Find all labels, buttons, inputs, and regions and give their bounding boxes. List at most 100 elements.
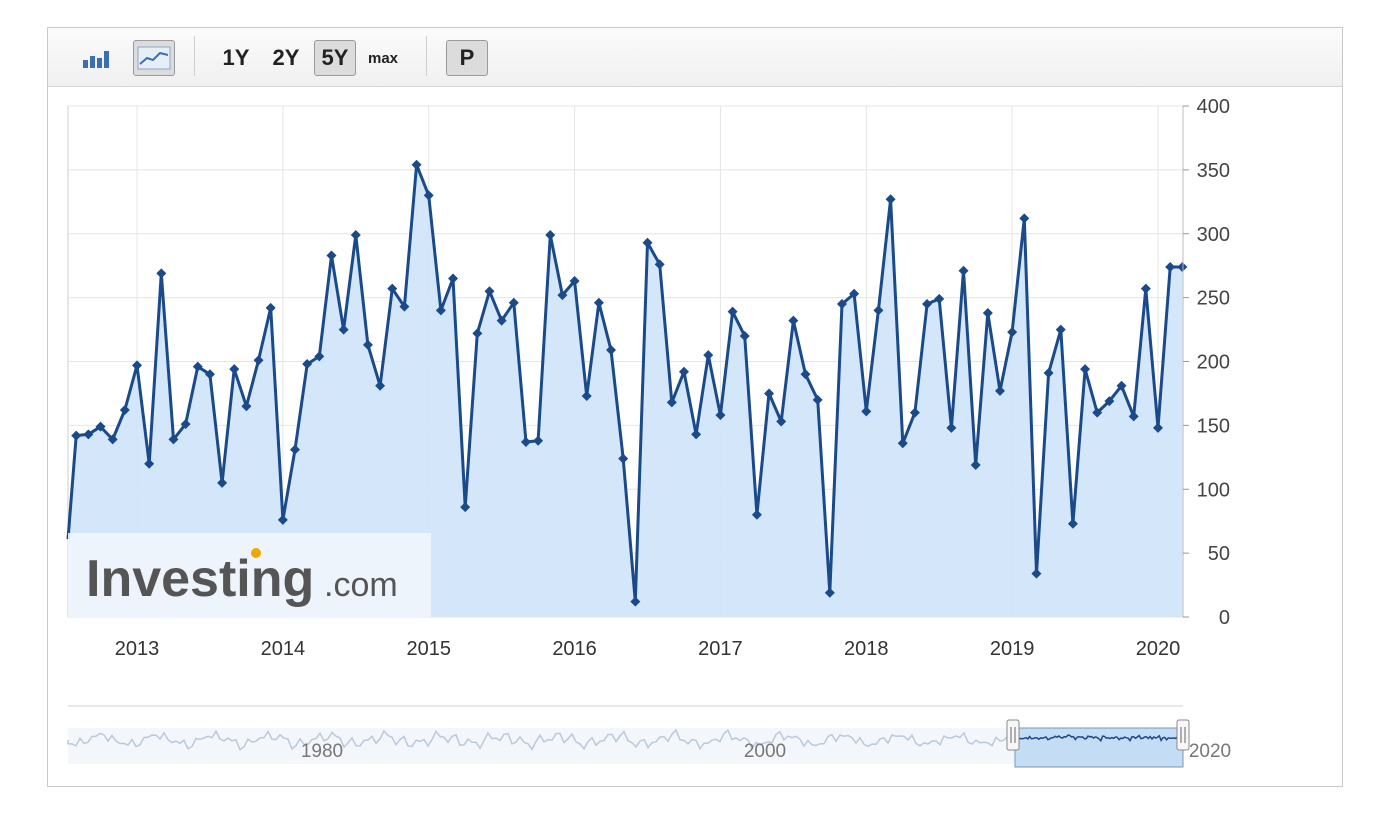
data-point[interactable] [180, 419, 191, 430]
data-point[interactable] [788, 315, 799, 326]
data-point[interactable] [314, 351, 325, 362]
data-point[interactable] [399, 301, 410, 312]
data-point[interactable] [362, 339, 373, 350]
data-point[interactable] [1067, 518, 1078, 529]
data-point[interactable] [350, 230, 361, 241]
data-point[interactable] [375, 380, 386, 391]
data-point[interactable] [1043, 367, 1054, 378]
range-2y-button[interactable]: 2Y [272, 45, 300, 70]
data-point[interactable] [1128, 411, 1139, 422]
data-point[interactable] [958, 265, 969, 276]
data-point[interactable] [435, 305, 446, 316]
data-point[interactable] [678, 366, 689, 377]
data-point[interactable] [168, 434, 179, 445]
data-point[interactable] [606, 345, 617, 356]
data-point[interactable] [618, 453, 629, 464]
range-max-button[interactable]: max [367, 49, 399, 67]
data-point[interactable] [569, 276, 580, 287]
data-point[interactable] [946, 422, 957, 433]
data-point[interactable] [861, 406, 872, 417]
data-point[interactable] [533, 435, 544, 446]
range-5y-button[interactable]: 5Y [314, 40, 356, 76]
data-point[interactable] [1031, 568, 1042, 579]
data-point[interactable] [776, 416, 787, 427]
data-point[interactable] [1104, 396, 1115, 407]
range-1y-button[interactable]: 1Y [222, 45, 250, 70]
navigator-left-handle[interactable] [1006, 719, 1020, 751]
data-point[interactable] [204, 369, 215, 380]
data-point[interactable] [217, 477, 228, 488]
data-point[interactable] [642, 237, 653, 248]
data-point[interactable] [411, 159, 422, 170]
data-point[interactable] [800, 369, 811, 380]
data-point[interactable] [265, 302, 276, 313]
data-point[interactable] [849, 288, 860, 299]
data-point[interactable] [982, 307, 993, 318]
data-point[interactable] [192, 361, 203, 372]
p-button[interactable]: P [446, 40, 488, 76]
data-point[interactable] [387, 283, 398, 294]
data-point[interactable] [994, 385, 1005, 396]
data-point[interactable] [338, 324, 349, 335]
data-point[interactable] [654, 259, 665, 270]
data-point[interactable] [484, 286, 495, 297]
data-point[interactable] [545, 230, 556, 241]
data-point[interactable] [1055, 324, 1066, 335]
data-point[interactable] [326, 250, 337, 261]
data-point[interactable] [970, 459, 981, 470]
data-point[interactable] [909, 407, 920, 418]
data-point[interactable] [824, 587, 835, 598]
data-point[interactable] [156, 268, 167, 279]
data-point[interactable] [666, 397, 677, 408]
data-point[interactable] [1177, 261, 1188, 272]
data-point[interactable] [739, 330, 750, 341]
data-point[interactable] [144, 458, 155, 469]
data-point[interactable] [423, 190, 434, 201]
data-point[interactable] [1080, 364, 1091, 375]
data-point[interactable] [1116, 380, 1127, 391]
data-point[interactable] [496, 315, 507, 326]
data-point[interactable] [472, 328, 483, 339]
data-point[interactable] [460, 502, 471, 513]
data-point[interactable] [630, 596, 641, 607]
data-point[interactable] [1140, 283, 1151, 294]
data-point[interactable] [448, 273, 459, 284]
data-point[interactable] [836, 299, 847, 310]
data-point[interactable] [897, 438, 908, 449]
navigator[interactable]: 1980 2000 2020 [67, 705, 1231, 768]
data-point[interactable] [764, 388, 775, 399]
data-point[interactable] [715, 410, 726, 421]
data-point[interactable] [581, 390, 592, 401]
data-point[interactable] [290, 444, 301, 455]
data-point[interactable] [885, 194, 896, 205]
data-point[interactable] [1153, 422, 1163, 433]
data-point[interactable] [1007, 327, 1018, 338]
data-point[interactable] [508, 297, 519, 308]
data-point[interactable] [520, 436, 531, 447]
data-point[interactable] [593, 297, 604, 308]
data-point[interactable] [107, 434, 118, 445]
data-point[interactable] [703, 350, 714, 361]
data-point[interactable] [873, 305, 884, 316]
data-point[interactable] [95, 421, 106, 432]
data-point[interactable] [557, 290, 568, 301]
data-point[interactable] [71, 430, 82, 441]
data-point[interactable] [277, 514, 288, 525]
data-point[interactable] [751, 509, 762, 520]
data-point[interactable] [922, 299, 933, 310]
data-point[interactable] [727, 306, 738, 317]
data-point[interactable] [1092, 407, 1103, 418]
data-point[interactable] [302, 359, 313, 370]
data-point[interactable] [1019, 213, 1030, 224]
data-point[interactable] [132, 360, 142, 371]
data-point[interactable] [229, 364, 240, 375]
data-point[interactable] [691, 429, 702, 440]
navigator-right-handle[interactable] [1176, 719, 1190, 751]
data-point[interactable] [119, 405, 130, 416]
data-point[interactable] [253, 355, 264, 366]
line-chart-icon[interactable] [133, 40, 175, 76]
data-point[interactable] [1165, 261, 1176, 272]
data-point[interactable] [241, 401, 252, 412]
bar-chart-icon[interactable] [76, 40, 116, 76]
data-point[interactable] [812, 394, 823, 405]
